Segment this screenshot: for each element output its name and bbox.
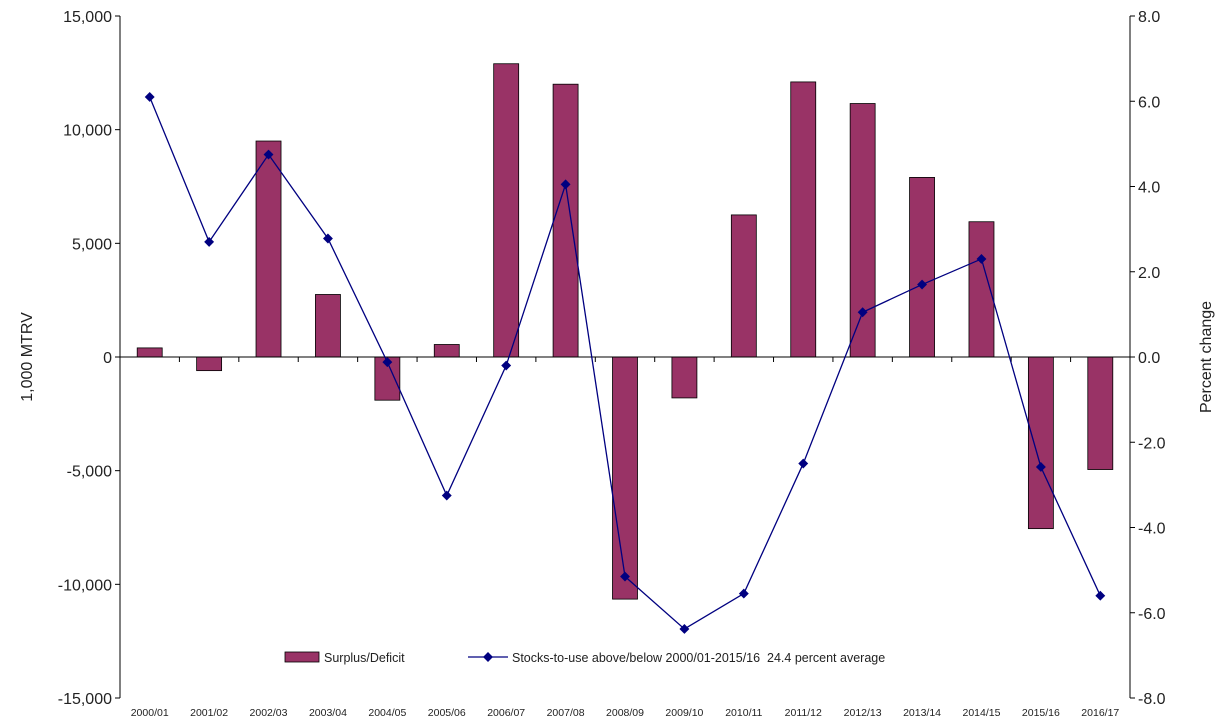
point-2001-02 bbox=[204, 236, 215, 247]
x-tick-label: 2004/05 bbox=[368, 707, 406, 719]
y2-tick-label: -2.0 bbox=[1138, 435, 1166, 452]
legend-label-stocks-to-use: Stocks-to-use above/below 2000/01-2015/1… bbox=[512, 651, 885, 665]
x-tick-label: 2001/02 bbox=[190, 707, 228, 719]
y-tick-label: 15,000 bbox=[63, 9, 112, 26]
y2-axis-title: Percent change bbox=[1198, 301, 1215, 413]
bar-2013-14 bbox=[909, 177, 935, 358]
bar-series bbox=[136, 63, 1114, 600]
x-tick-label: 2007/08 bbox=[547, 707, 585, 719]
point-2009-10 bbox=[679, 623, 690, 634]
y2-tick-label: -6.0 bbox=[1138, 606, 1166, 623]
x-tick-label: 2005/06 bbox=[428, 707, 466, 719]
bar-2009-10 bbox=[671, 356, 698, 399]
point-2016-17 bbox=[1095, 590, 1106, 601]
point-2010-11 bbox=[738, 588, 749, 599]
bar-2002-03 bbox=[255, 140, 282, 358]
x-tick-label: 2002/03 bbox=[250, 707, 288, 719]
x-tick-label: 2016/17 bbox=[1081, 707, 1119, 719]
bar-2003-04 bbox=[315, 294, 341, 358]
tick-labels: 15,000 10,000 5,000 0 -5,000 -10,000 -15,000 8.… bbox=[58, 9, 1166, 719]
x-tick-label: 2012/13 bbox=[844, 707, 882, 719]
x-tick-label: 2011/12 bbox=[785, 707, 822, 719]
point-2007-08 bbox=[560, 179, 571, 190]
bar-2010-11 bbox=[730, 214, 757, 358]
legend-swatch-surplus-deficit bbox=[284, 651, 320, 663]
x-tick-label: 2014/15 bbox=[962, 707, 1000, 719]
bar-2011-12 bbox=[790, 81, 817, 358]
y2-tick-label: 4.0 bbox=[1138, 180, 1160, 197]
point-2004-05 bbox=[382, 357, 393, 368]
y-tick-label: -10,000 bbox=[58, 577, 112, 594]
axes bbox=[115, 15, 1135, 699]
x-tick-label: 2013/14 bbox=[903, 707, 941, 719]
y2-tick-label: 0.0 bbox=[1138, 350, 1160, 367]
x-tick-label: 2008/09 bbox=[606, 707, 644, 719]
bar-2001-02 bbox=[196, 356, 223, 372]
x-tick-label: 2000/01 bbox=[131, 707, 169, 719]
point-2006-07 bbox=[501, 360, 512, 371]
point-2012-13 bbox=[857, 307, 868, 318]
point-2011-12 bbox=[798, 458, 809, 469]
x-tick-label: 2006/07 bbox=[487, 707, 525, 719]
bar-2007-08 bbox=[552, 83, 579, 358]
y-tick-label: 0 bbox=[103, 350, 112, 367]
x-tick-label: 2009/10 bbox=[665, 707, 703, 719]
point-2008-09 bbox=[620, 571, 630, 582]
x-tick-label: 2003/04 bbox=[309, 707, 347, 719]
y2-tick-label: -4.0 bbox=[1138, 521, 1166, 538]
y2-tick-label: 6.0 bbox=[1138, 94, 1160, 111]
y-tick-label: 10,000 bbox=[63, 123, 112, 140]
y-tick-label: -15,000 bbox=[58, 691, 112, 708]
point-2014-15 bbox=[976, 254, 987, 264]
legend-marker-stocks-to-use bbox=[483, 652, 493, 662]
bar-2016-17 bbox=[1087, 356, 1114, 470]
bar-2006-07 bbox=[493, 63, 520, 358]
point-2003-04 bbox=[322, 233, 333, 244]
bar-2015-16 bbox=[1027, 356, 1054, 530]
y-tick-label: 5,000 bbox=[72, 236, 112, 253]
point-2013-14 bbox=[917, 279, 928, 290]
y2-tick-label: 8.0 bbox=[1138, 9, 1160, 26]
y-axis-title: 1,000 MTRV bbox=[19, 312, 36, 402]
point-2005-06 bbox=[441, 490, 452, 501]
bar-2005-06 bbox=[433, 344, 460, 358]
x-tick-label: 2015/16 bbox=[1022, 707, 1060, 719]
point-2000-01 bbox=[144, 92, 155, 102]
line-series bbox=[144, 92, 1106, 634]
y2-tick-label: 2.0 bbox=[1138, 265, 1160, 282]
bar-2012-13 bbox=[849, 103, 876, 358]
legend: Surplus/Deficit Stocks-to-use above/belo… bbox=[284, 651, 885, 665]
point-2002-03 bbox=[263, 149, 274, 160]
y-tick-label: -5,000 bbox=[67, 464, 112, 481]
point-2015-16 bbox=[1035, 462, 1046, 472]
bar-2008-09 bbox=[612, 356, 638, 600]
bar-2000-01 bbox=[136, 347, 163, 358]
legend-label-surplus-deficit: Surplus/Deficit bbox=[324, 651, 405, 665]
x-tick-label: 2010/11 bbox=[725, 707, 762, 719]
y2-tick-label: -8.0 bbox=[1138, 691, 1166, 708]
